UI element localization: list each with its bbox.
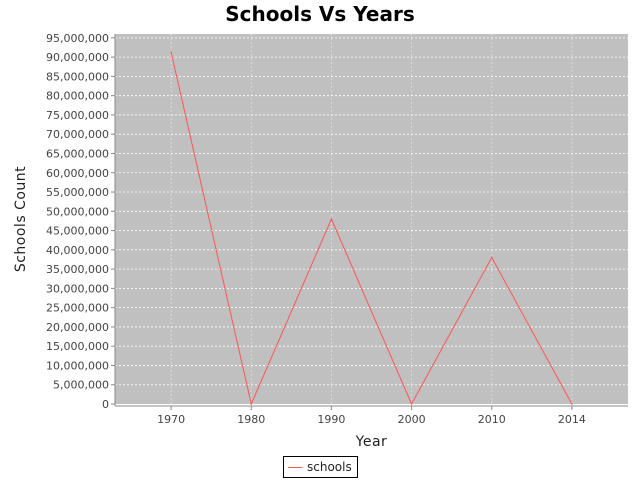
y-tick-label: 30,000,000 [46,282,109,295]
x-axis-label: Year [355,434,388,450]
y-tick-label: 40,000,000 [46,244,109,257]
x-tick-label: 1970 [157,413,185,426]
data-point [170,51,172,53]
y-tick-label: 80,000,000 [46,90,109,103]
plot-area [115,34,628,404]
gridlines [115,34,628,404]
chart-title: Schools Vs Years [225,2,415,26]
legend-swatch [288,466,302,468]
data-point [490,256,493,259]
data-point [250,403,253,405]
y-tick-label: 10,000,000 [46,359,109,372]
x-axis-ticks: 1970 1980 1990 2000 2010 2014 [157,406,586,426]
y-axis-ticks: 0 5,000,000 10,000,000 15,000,000 20,000,000… [46,32,115,411]
x-tick-label: 1990 [317,413,345,426]
y-tick-label: 45,000,000 [46,225,109,238]
x-tick-label: 1980 [237,413,265,426]
y-tick-label: 15,000,000 [46,340,109,353]
y-tick-label: 20,000,000 [46,321,109,334]
y-tick-label: 85,000,000 [46,70,109,83]
y-tick-label: 35,000,000 [46,263,109,276]
x-tick-label: 2000 [398,413,426,426]
data-point [330,218,333,220]
y-tick-label: 5,000,000 [53,379,109,392]
y-tick-label: 90,000,000 [46,51,109,64]
y-tick-label: 50,000,000 [46,205,109,218]
legend-label: schools [307,460,352,474]
x-tick-label: 2010 [478,413,506,426]
y-tick-label: 95,000,000 [46,32,109,45]
y-tick-label: 60,000,000 [46,167,109,180]
y-tick-label: 25,000,000 [46,302,109,315]
legend: schools [283,456,358,478]
y-tick-label: 65,000,000 [46,147,109,160]
y-tick-label: 0 [102,398,109,411]
series-line-schools [170,52,573,406]
data-point [410,403,413,405]
y-tick-label: 70,000,000 [46,128,109,141]
series-layer [170,51,573,406]
y-tick-label: 75,000,000 [46,109,109,122]
x-tick-label: 2014 [558,413,586,426]
data-point [571,403,573,405]
y-axis-label: Schools Count [13,166,29,272]
y-tick-label: 55,000,000 [46,186,109,199]
